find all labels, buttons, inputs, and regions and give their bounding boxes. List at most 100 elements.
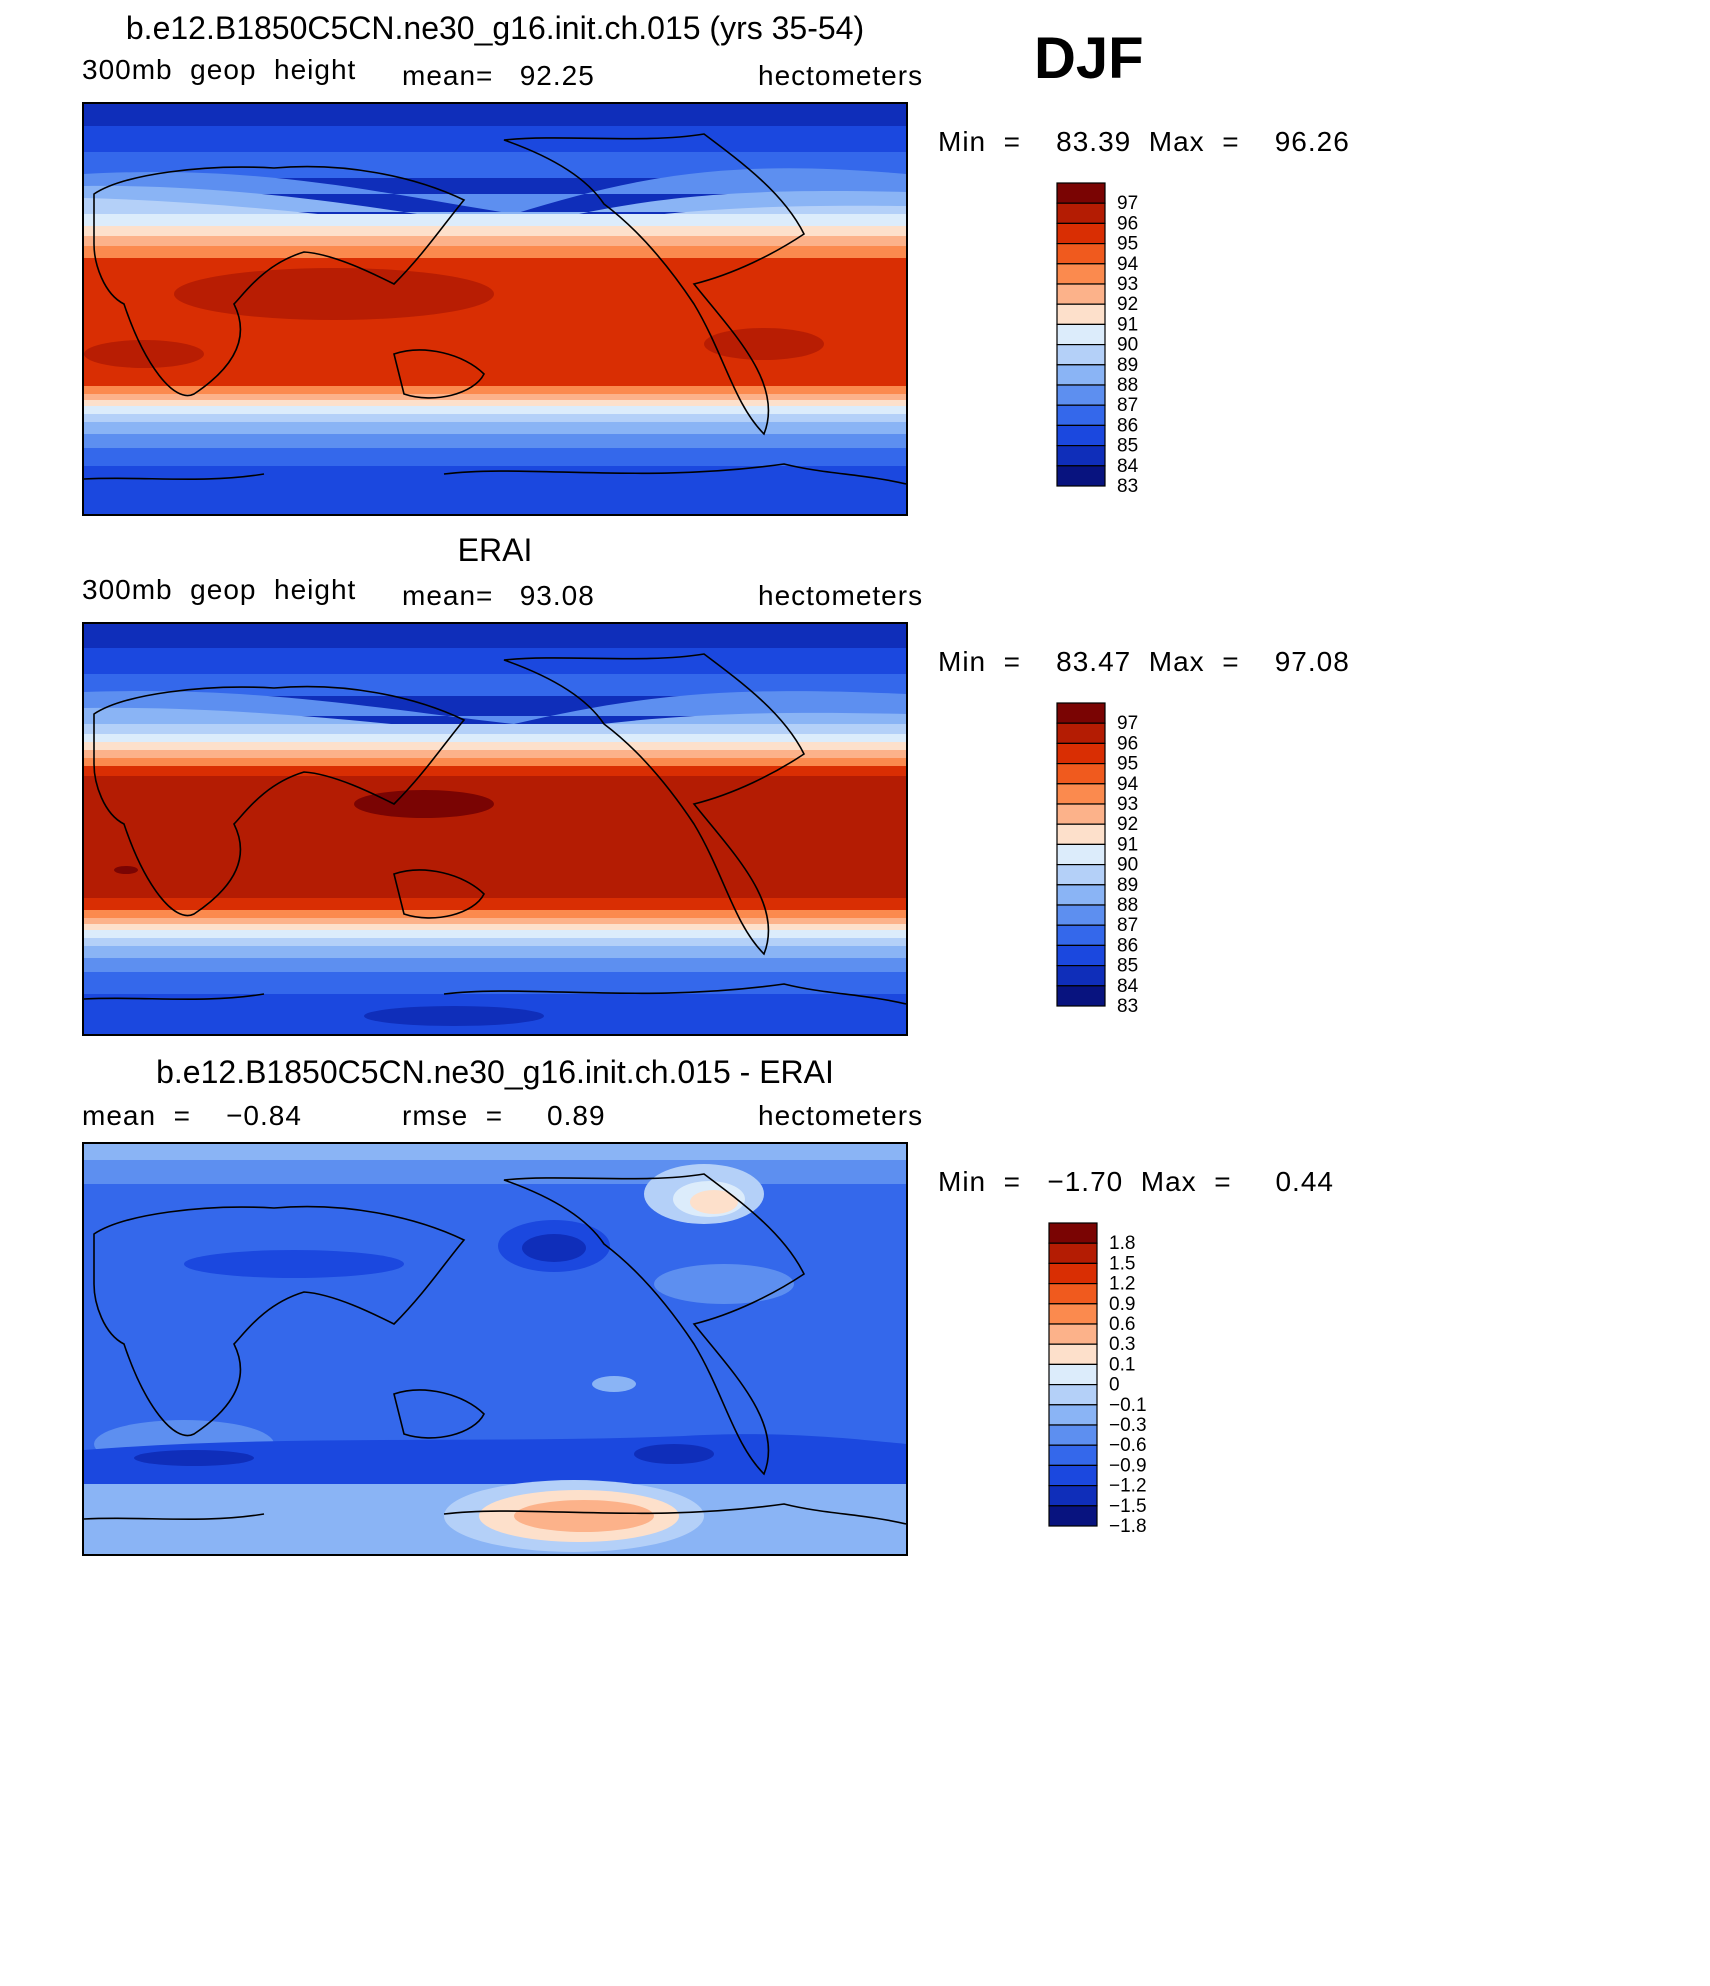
colorbar-label-11: −0.6 bbox=[1109, 1435, 1147, 1456]
panel-3-mean: mean = −0.84 bbox=[82, 1100, 302, 1131]
colorbar-swatch-12 bbox=[1056, 404, 1106, 426]
colorbar-swatch-6 bbox=[1056, 283, 1106, 305]
panel-3-title: b.e12.B1850C5CN.ne30_g16.init.ch.015 - E… bbox=[156, 1054, 834, 1090]
colorbar-label-4: 0.9 bbox=[1109, 1294, 1135, 1315]
panel-3-map bbox=[82, 1142, 908, 1556]
colorbar-swatch-13 bbox=[1056, 424, 1106, 447]
colorbar-swatch-4 bbox=[1056, 242, 1106, 265]
colorbar-label-11: 87 bbox=[1117, 395, 1138, 416]
colorbar-label-5: 93 bbox=[1117, 794, 1138, 815]
colorbar-swatch-10 bbox=[1048, 1404, 1098, 1426]
colorbar-label-2: 1.5 bbox=[1109, 1253, 1135, 1274]
colorbar-swatch-9 bbox=[1048, 1384, 1098, 1406]
panel-1-units: hectometers bbox=[758, 60, 924, 91]
colorbar-swatch-5 bbox=[1048, 1303, 1098, 1325]
colorbar-swatch-11 bbox=[1056, 904, 1106, 926]
colorbar-label-9: −0.1 bbox=[1109, 1395, 1147, 1416]
colorbar-swatch-3 bbox=[1048, 1262, 1098, 1285]
colorbar-label-3: 1.2 bbox=[1109, 1274, 1135, 1295]
colorbar-label-1: 1.8 bbox=[1109, 1233, 1135, 1254]
colorbar-label-13: −1.2 bbox=[1109, 1476, 1147, 1497]
panel-1-map bbox=[82, 102, 908, 516]
colorbar-swatch-10 bbox=[1056, 884, 1106, 906]
colorbar-label-15: −1.8 bbox=[1109, 1516, 1147, 1537]
colorbar-swatch-2 bbox=[1056, 722, 1106, 745]
colorbar-label-10: 88 bbox=[1117, 895, 1138, 916]
colorbar-label-12: −0.9 bbox=[1109, 1455, 1147, 1476]
colorbar-label-8: 0 bbox=[1109, 1375, 1120, 1396]
colorbar-swatch-15 bbox=[1056, 985, 1106, 1007]
panel-3-units: hectometers bbox=[758, 1100, 924, 1131]
panel-2-variable: 300mb geop height bbox=[82, 574, 357, 605]
colorbar-swatch-7 bbox=[1048, 1343, 1098, 1365]
colorbar-label-14: 84 bbox=[1117, 456, 1139, 477]
colorbar-label-13: 85 bbox=[1117, 436, 1138, 457]
colorbar-label-10: 88 bbox=[1117, 375, 1138, 396]
colorbar-label-12: 86 bbox=[1117, 415, 1138, 436]
panel-3-minmax: Min = −1.70 Max = 0.44 bbox=[938, 1166, 1334, 1197]
colorbar-swatch-15 bbox=[1048, 1505, 1098, 1527]
colorbar-swatch-1 bbox=[1056, 702, 1106, 724]
colorbar-swatch-4 bbox=[1048, 1282, 1098, 1305]
colorbar-label-14: −1.5 bbox=[1109, 1496, 1147, 1517]
colorbar-swatch-2 bbox=[1048, 1242, 1098, 1265]
colorbar-swatch-8 bbox=[1056, 843, 1106, 866]
panel-2-mean: mean= 93.08 bbox=[402, 580, 595, 611]
colorbar-label-11: 87 bbox=[1117, 915, 1138, 936]
colorbar-swatch-13 bbox=[1056, 944, 1106, 967]
colorbar-swatch-11 bbox=[1056, 384, 1106, 406]
panel-2-field bbox=[84, 624, 906, 1034]
panel-1-mean: mean= 92.25 bbox=[402, 60, 595, 91]
colorbar-swatch-14 bbox=[1048, 1485, 1098, 1507]
panel-2-map bbox=[82, 622, 908, 1036]
colorbar-label-7: 0.1 bbox=[1109, 1354, 1135, 1375]
colorbar-label-1: 97 bbox=[1117, 193, 1138, 214]
colorbar-label-3: 95 bbox=[1117, 234, 1138, 255]
colorbar-swatch-3 bbox=[1056, 742, 1106, 765]
colorbar-swatch-7 bbox=[1056, 823, 1106, 845]
panel-2-units: hectometers bbox=[758, 580, 924, 611]
colorbar-swatch-11 bbox=[1048, 1424, 1098, 1446]
colorbar-label-12: 86 bbox=[1117, 935, 1138, 956]
colorbar-swatch-9 bbox=[1056, 344, 1106, 366]
colorbar-label-1: 97 bbox=[1117, 713, 1138, 734]
colorbar-swatch-10 bbox=[1056, 364, 1106, 386]
colorbar-swatch-6 bbox=[1056, 803, 1106, 825]
colorbar-label-15: 83 bbox=[1117, 476, 1138, 497]
colorbar-label-8: 90 bbox=[1117, 335, 1138, 356]
panel-3-rmse: rmse = 0.89 bbox=[402, 1100, 606, 1131]
season-label: DJF bbox=[1034, 26, 1144, 91]
panel-1-minmax: Min = 83.39 Max = 96.26 bbox=[938, 126, 1350, 157]
panel-1-title: b.e12.B1850C5CN.ne30_g16.init.ch.015 (yr… bbox=[125, 10, 865, 46]
panel-1-field bbox=[84, 104, 906, 514]
colorbar-swatch-9 bbox=[1056, 864, 1106, 886]
colorbar-label-6: 0.3 bbox=[1109, 1334, 1135, 1355]
colorbar-label-7: 91 bbox=[1117, 314, 1138, 335]
colorbar-swatch-2 bbox=[1056, 202, 1106, 225]
colorbar-swatch-14 bbox=[1056, 965, 1106, 987]
colorbar-swatch-8 bbox=[1048, 1363, 1098, 1386]
colorbar-label-5: 93 bbox=[1117, 274, 1138, 295]
colorbar-swatch-1 bbox=[1048, 1222, 1098, 1244]
colorbar-label-15: 83 bbox=[1117, 996, 1138, 1017]
colorbar-label-6: 92 bbox=[1117, 294, 1138, 315]
colorbar-label-13: 85 bbox=[1117, 956, 1138, 977]
colorbar-label-6: 92 bbox=[1117, 814, 1138, 835]
colorbar-swatch-5 bbox=[1056, 263, 1106, 285]
colorbar-swatch-12 bbox=[1056, 924, 1106, 946]
panel-1-variable: 300mb geop height bbox=[82, 54, 357, 85]
colorbar-label-2: 96 bbox=[1117, 733, 1138, 754]
colorbar-label-9: 89 bbox=[1117, 355, 1138, 376]
colorbar-label-10: −0.3 bbox=[1109, 1415, 1147, 1436]
colorbar-label-7: 91 bbox=[1117, 834, 1138, 855]
panel-3-field bbox=[84, 1144, 906, 1554]
colorbar-label-14: 84 bbox=[1117, 976, 1139, 997]
colorbar-label-4: 94 bbox=[1117, 254, 1139, 275]
colorbar-label-9: 89 bbox=[1117, 875, 1138, 896]
panel-2-title: ERAI bbox=[457, 532, 533, 568]
colorbar-swatch-15 bbox=[1056, 465, 1106, 487]
panel-2-colorbar: 97 96 95 94 93 92 91 90 89 88 87 86 85 84 83 bbox=[1056, 702, 1176, 1033]
colorbar-swatch-7 bbox=[1056, 303, 1106, 325]
panel-1-colorbar: 97 96 95 94 93 92 91 90 89 88 87 86 85 84 83 bbox=[1056, 182, 1176, 513]
colorbar-label-2: 96 bbox=[1117, 213, 1138, 234]
